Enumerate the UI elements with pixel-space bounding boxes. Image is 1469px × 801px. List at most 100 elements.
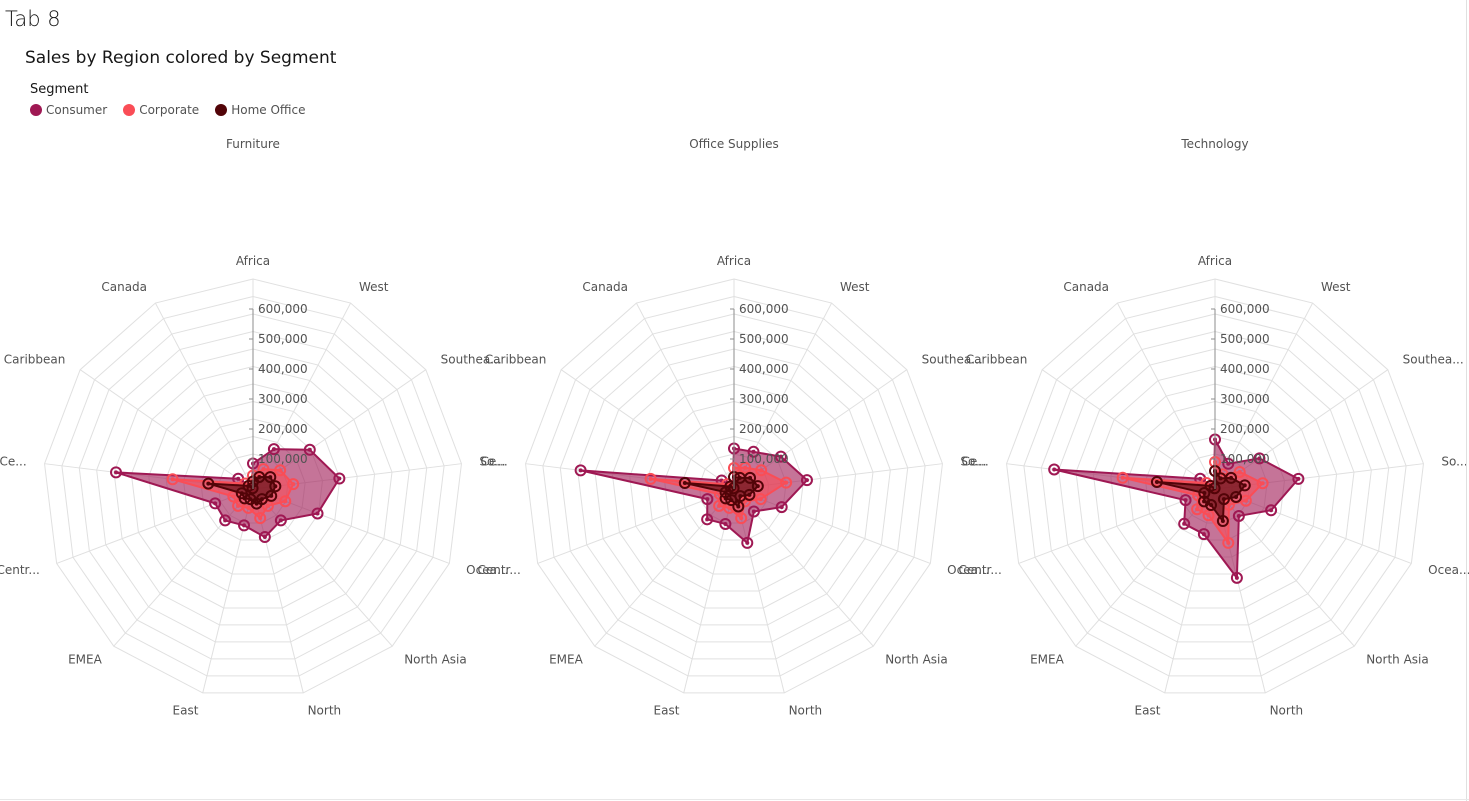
point-dot-furniture-corporate-southeast-asia <box>278 468 283 473</box>
point-dot-office-supplies-corporate-south <box>784 480 789 485</box>
radar-panel-technology: Technology Africa West Southea... So... Ocea.… <box>958 137 1469 717</box>
grid-ring <box>1075 348 1355 626</box>
point-dot-technology-home-office-central-asia <box>1202 491 1207 496</box>
radial-tick-label-500000: 500,000 <box>1220 332 1270 346</box>
point-technology-consumer-central <box>1048 463 1061 476</box>
point-dot-technology-consumer-southeast-asia <box>1257 456 1262 461</box>
grid-ring <box>663 418 805 558</box>
point-technology-corporate-emea <box>1191 503 1204 516</box>
point-dot-technology-corporate-central <box>1120 475 1125 480</box>
point-technology-corporate-southeast-asia <box>1233 465 1246 478</box>
panel-title-furniture: Furniture <box>226 137 280 151</box>
point-dot-technology-consumer-east <box>1201 532 1206 537</box>
axis-label-west: West <box>359 280 389 294</box>
point-dot-technology-home-office-central <box>1154 479 1159 484</box>
legend-item-home-office[interactable]: Home Office <box>215 103 305 117</box>
axis-label-east: East <box>1135 703 1161 717</box>
point-dot-furniture-corporate-emea <box>236 503 241 508</box>
grid-ring <box>44 278 462 694</box>
point-furniture-consumer-central-asia <box>209 497 222 510</box>
point-technology-consumer-north <box>1230 571 1243 584</box>
point-dot-office-supplies-corporate-emea <box>717 503 722 508</box>
point-dot-furniture-consumer-south <box>337 476 342 481</box>
point-technology-home-office-north-asia <box>1217 493 1230 506</box>
point-dot-technology-home-office-emea <box>1202 499 1207 504</box>
point-dot-furniture-corporate-east <box>246 505 251 510</box>
point-dot-office-supplies-home-office-south <box>755 484 760 489</box>
axis-label-central-asia: Centr... <box>0 563 40 577</box>
point-technology-home-office-central <box>1150 475 1163 488</box>
radial-tick-label-300000: 300,000 <box>739 392 789 406</box>
axis-label-canada: Canada <box>1063 280 1109 294</box>
point-dot-furniture-consumer-central <box>114 470 119 475</box>
point-office-supplies-consumer-south <box>800 474 813 487</box>
point-dot-office-supplies-home-office-north <box>736 504 741 509</box>
axis-label-north: North <box>1270 703 1304 717</box>
grid-ring <box>78 313 428 660</box>
point-dot-office-supplies-home-office-oceania <box>747 492 752 497</box>
point-dot-technology-corporate-oceania <box>1243 498 1248 503</box>
grid-ring <box>594 348 874 626</box>
point-dot-furniture-corporate-north-asia <box>265 503 270 508</box>
axis-label-southeast-asia: Southea... <box>922 352 983 366</box>
point-dot-office-supplies-home-office-west <box>737 475 742 480</box>
grid-ring <box>1127 400 1303 575</box>
grid-ring <box>1110 383 1320 592</box>
radial-tick-label-100000: 100,000 <box>739 452 789 466</box>
grid-ring <box>1144 418 1286 558</box>
point-office-supplies-consumer-central-asia <box>701 493 714 506</box>
radial-tick-label-100000: 100,000 <box>258 452 308 466</box>
grid-ring <box>130 365 376 609</box>
point-furniture-consumer-north-asia <box>274 514 287 527</box>
axis-label-caribbean: Caribbean <box>485 352 547 366</box>
grid-ring <box>1023 295 1407 677</box>
point-office-supplies-corporate-oceania <box>754 493 767 506</box>
point-dot-technology-consumer-west <box>1226 461 1231 466</box>
axis-label-central: Ce... <box>480 455 507 469</box>
point-dot-furniture-consumer-north-asia <box>278 518 283 523</box>
grid-ring <box>1092 365 1338 609</box>
grid-ring <box>542 295 926 677</box>
axis-label-canada: Canada <box>101 280 147 294</box>
axis-label-south: So... <box>1441 455 1467 469</box>
point-dot-furniture-corporate-north <box>258 516 263 521</box>
point-dot-office-supplies-consumer-north-asia <box>751 509 756 514</box>
point-dot-furniture-home-office-north <box>254 501 259 506</box>
point-technology-corporate-south <box>1256 477 1269 490</box>
point-office-supplies-consumer-north <box>741 536 754 549</box>
grid-ring <box>1058 330 1372 643</box>
point-office-supplies-corporate-central <box>644 472 657 485</box>
point-technology-consumer-west <box>1222 457 1235 470</box>
point-technology-home-office-emea <box>1198 495 1211 508</box>
axis-label-central-asia: Centr... <box>477 563 520 577</box>
legend-swatch-consumer <box>30 104 42 116</box>
scrollbar-edge <box>1466 0 1467 801</box>
spoke-caribbean <box>79 369 254 490</box>
spoke-canada <box>1116 302 1216 490</box>
radial-tick-label-200000: 200,000 <box>739 422 789 436</box>
spoke-central-asia <box>537 488 735 564</box>
radial-tick-label-600000: 600,000 <box>739 302 789 316</box>
radial-tick-label-200000: 200,000 <box>1220 422 1270 436</box>
point-dot-technology-home-office-east <box>1209 503 1214 508</box>
grid-ring <box>559 313 909 660</box>
grid-ring <box>165 400 341 575</box>
axis-label-central: Ce... <box>961 455 988 469</box>
point-office-supplies-corporate-west <box>739 461 752 474</box>
radial-tick-label-400000: 400,000 <box>1220 362 1270 376</box>
legend-item-corporate[interactable]: Corporate <box>123 103 199 117</box>
radial-tick-label-600000: 600,000 <box>258 302 308 316</box>
legend-item-consumer[interactable]: Consumer <box>30 103 107 117</box>
point-dot-technology-consumer-central-asia <box>1183 498 1188 503</box>
radial-tick-label-300000: 300,000 <box>258 392 308 406</box>
point-dot-office-supplies-consumer-south <box>804 478 809 483</box>
point-office-supplies-corporate-south <box>780 476 793 489</box>
point-furniture-consumer-west <box>267 443 280 456</box>
radial-tick-label-500000: 500,000 <box>739 332 789 346</box>
radial-tick-label-500000: 500,000 <box>258 332 308 346</box>
bottom-edge <box>0 799 1469 800</box>
axis-label-africa: Africa <box>1198 254 1232 268</box>
axis-label-oceania: Ocea... <box>1428 563 1469 577</box>
point-furniture-consumer-oceania <box>311 507 324 520</box>
grid-ring <box>646 400 822 575</box>
